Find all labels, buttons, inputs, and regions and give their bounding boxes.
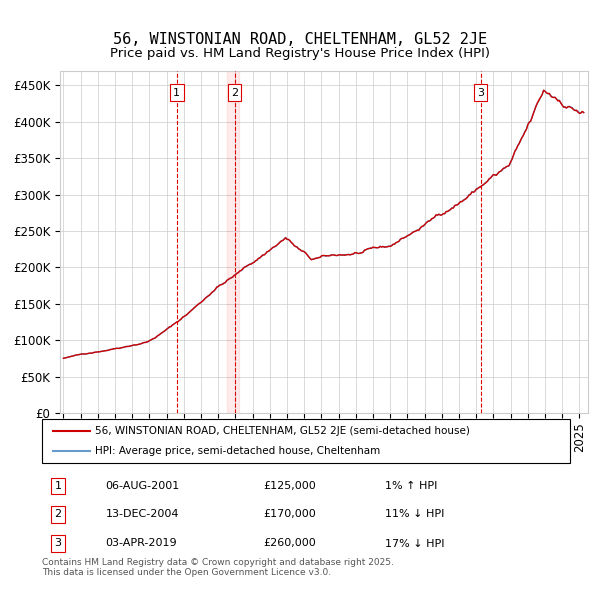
Text: 3: 3 <box>477 88 484 97</box>
Text: 2: 2 <box>231 88 238 97</box>
Text: 11% ↓ HPI: 11% ↓ HPI <box>385 509 445 519</box>
Text: £260,000: £260,000 <box>264 539 317 549</box>
Text: 3: 3 <box>55 539 61 549</box>
FancyBboxPatch shape <box>42 419 570 463</box>
Text: 13-DEC-2004: 13-DEC-2004 <box>106 509 179 519</box>
Text: £170,000: £170,000 <box>264 509 317 519</box>
Text: Contains HM Land Registry data © Crown copyright and database right 2025.
This d: Contains HM Land Registry data © Crown c… <box>42 558 394 577</box>
Text: 03-APR-2019: 03-APR-2019 <box>106 539 177 549</box>
Text: 1% ↑ HPI: 1% ↑ HPI <box>385 481 437 491</box>
Text: HPI: Average price, semi-detached house, Cheltenham: HPI: Average price, semi-detached house,… <box>95 446 380 455</box>
Text: 1: 1 <box>173 88 180 97</box>
Text: 56, WINSTONIAN ROAD, CHELTENHAM, GL52 2JE: 56, WINSTONIAN ROAD, CHELTENHAM, GL52 2J… <box>113 32 487 47</box>
Text: 1: 1 <box>55 481 61 491</box>
Text: Price paid vs. HM Land Registry's House Price Index (HPI): Price paid vs. HM Land Registry's House … <box>110 47 490 60</box>
Text: 06-AUG-2001: 06-AUG-2001 <box>106 481 179 491</box>
Text: 2: 2 <box>54 509 61 519</box>
Text: 56, WINSTONIAN ROAD, CHELTENHAM, GL52 2JE (semi-detached house): 56, WINSTONIAN ROAD, CHELTENHAM, GL52 2J… <box>95 427 470 436</box>
Bar <box>227 71 239 413</box>
Text: £125,000: £125,000 <box>264 481 317 491</box>
Text: 17% ↓ HPI: 17% ↓ HPI <box>385 539 445 549</box>
